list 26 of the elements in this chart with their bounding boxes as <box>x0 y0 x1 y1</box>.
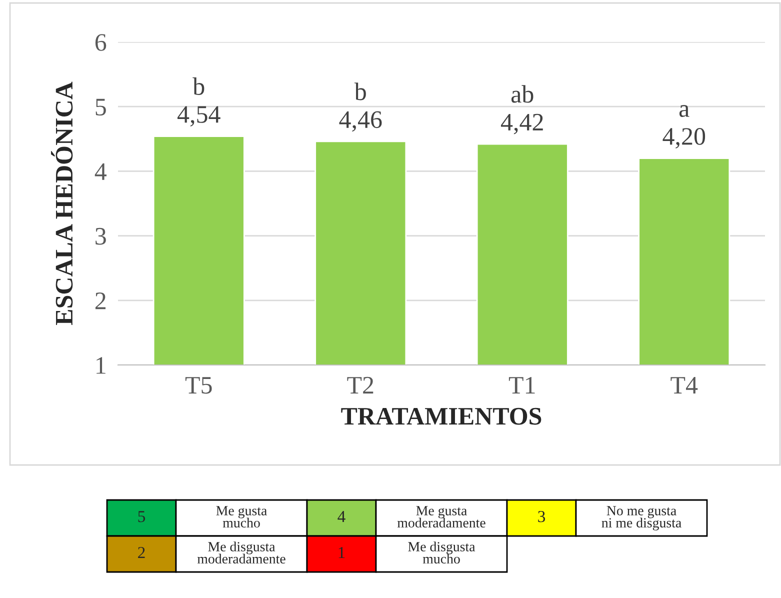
x-tick-label: T5 <box>185 377 212 394</box>
data-label: a 4,20 <box>662 105 706 148</box>
y-tick-label: 2 <box>95 292 106 310</box>
text: Me gusta mucho <box>216 506 267 528</box>
x-axis-title: TRATAMIENTOS <box>341 408 542 425</box>
y-tick-label: 4 <box>94 163 106 180</box>
text: No me gusta ni me disgusta <box>602 506 682 530</box>
y-tick-label: 1 <box>96 357 106 374</box>
text: 2 <box>138 546 145 558</box>
text: 1 <box>338 547 345 558</box>
x-tick-label: T1 <box>508 376 535 394</box>
data-label: ab 4,42 <box>500 85 543 134</box>
x-tick-label: T2 <box>347 376 374 394</box>
y-axis-title: ESCALA HEDÓNICA <box>51 82 73 325</box>
text: 3 <box>538 510 546 522</box>
x-tick-label: T4 <box>670 377 698 394</box>
y-tick-label: 3 <box>96 228 106 245</box>
text: Me disgusta moderadamente <box>197 542 286 564</box>
text: 5 <box>138 511 146 522</box>
text: Me disgusta mucho <box>408 542 476 564</box>
y-tick-label: 5 <box>96 98 106 116</box>
text: 4 <box>338 511 346 522</box>
data-label: b 4,46 <box>339 82 382 132</box>
y-tick-label: 6 <box>95 34 106 51</box>
data-label: b 4,54 <box>177 77 220 126</box>
text: Me gusta moderadamente <box>397 506 486 528</box>
